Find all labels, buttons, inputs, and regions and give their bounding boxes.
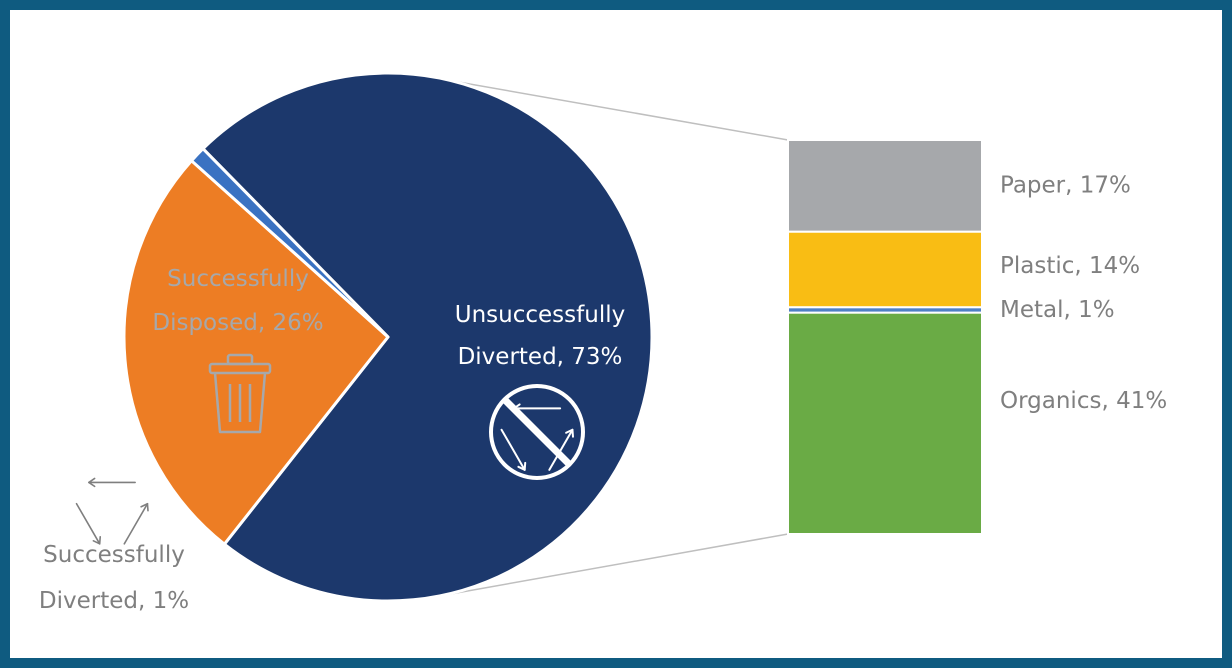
pie-of-bar-chart: Paper, 17% Plastic, 14% Metal, 1% Organics,… [39,71,1167,614]
bar-label-organics: Organics, 41% [1000,388,1167,414]
slice-label-successfully-diverted-line2: Diverted, 1% [39,588,189,614]
chart-frame: Paper, 17% Plastic, 14% Metal, 1% Organics,… [10,10,1222,658]
connector-line-top [451,80,789,141]
bar-segment-plastic [787,230,983,309]
pie-slice-unsuccessfully-diverted [201,71,654,603]
slice-label-unsuccessfully-diverted-line1: Unsuccessfully [455,302,625,328]
slice-label-successfully-disposed-line2: Disposed, 26% [152,310,323,336]
bar-segment-organics [787,311,983,535]
pie-slice-successfully-disposed [122,159,390,546]
recycle-icon [75,477,149,545]
bar-label-metal: Metal, 1% [1000,297,1115,323]
slice-label-successfully-diverted-line1: Successfully [43,542,185,568]
pie-slice-successfully-diverted [190,147,390,339]
slice-label-unsuccessfully-diverted-line2: Diverted, 73% [458,344,623,370]
bar-segment-paper [787,139,983,233]
trash-can-icon [208,353,272,434]
no-recycle-icon [489,384,585,480]
slice-label-successfully-disposed-line1: Successfully [167,266,309,292]
connector-line-bottom [433,533,789,598]
bar-label-plastic: Plastic, 14% [1000,253,1140,279]
bar-label-paper: Paper, 17% [1000,172,1131,198]
